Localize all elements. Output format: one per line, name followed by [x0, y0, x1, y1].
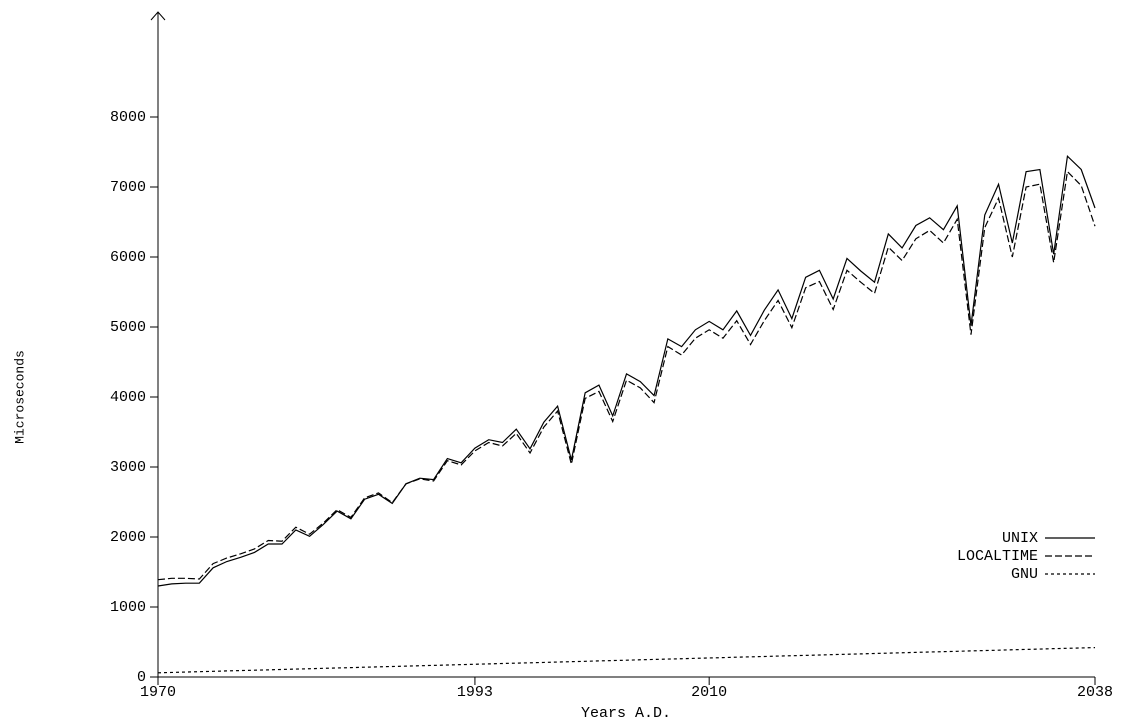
x-tick-label: 2010	[691, 684, 727, 701]
y-tick-label: 6000	[110, 249, 146, 266]
line-series	[157, 154, 1096, 587]
y-tick-label: 4000	[110, 389, 146, 406]
y-tick-label: 0	[137, 669, 146, 686]
line-series	[157, 647, 1096, 674]
y-tick-label: 2000	[110, 529, 146, 546]
line-series	[157, 170, 1096, 581]
y-tick-label: 3000	[110, 459, 146, 476]
x-tick-label: 2038	[1077, 684, 1113, 701]
legend-label: UNIX	[1002, 530, 1038, 547]
y-axis-label: Microseconds	[12, 350, 27, 444]
x-axis-label: Years A.D.	[581, 705, 671, 721]
x-tick-label: 1993	[457, 684, 493, 701]
x-tick-label: 1970	[140, 684, 176, 701]
y-tick-label: 1000	[110, 599, 146, 616]
y-tick-label: 5000	[110, 319, 146, 336]
legend-label: GNU	[1011, 566, 1038, 583]
y-tick-label: 7000	[110, 179, 146, 196]
y-tick-label: 8000	[110, 109, 146, 126]
y-axis-arrow	[150, 11, 166, 21]
legend-label: LOCALTIME	[957, 548, 1038, 565]
